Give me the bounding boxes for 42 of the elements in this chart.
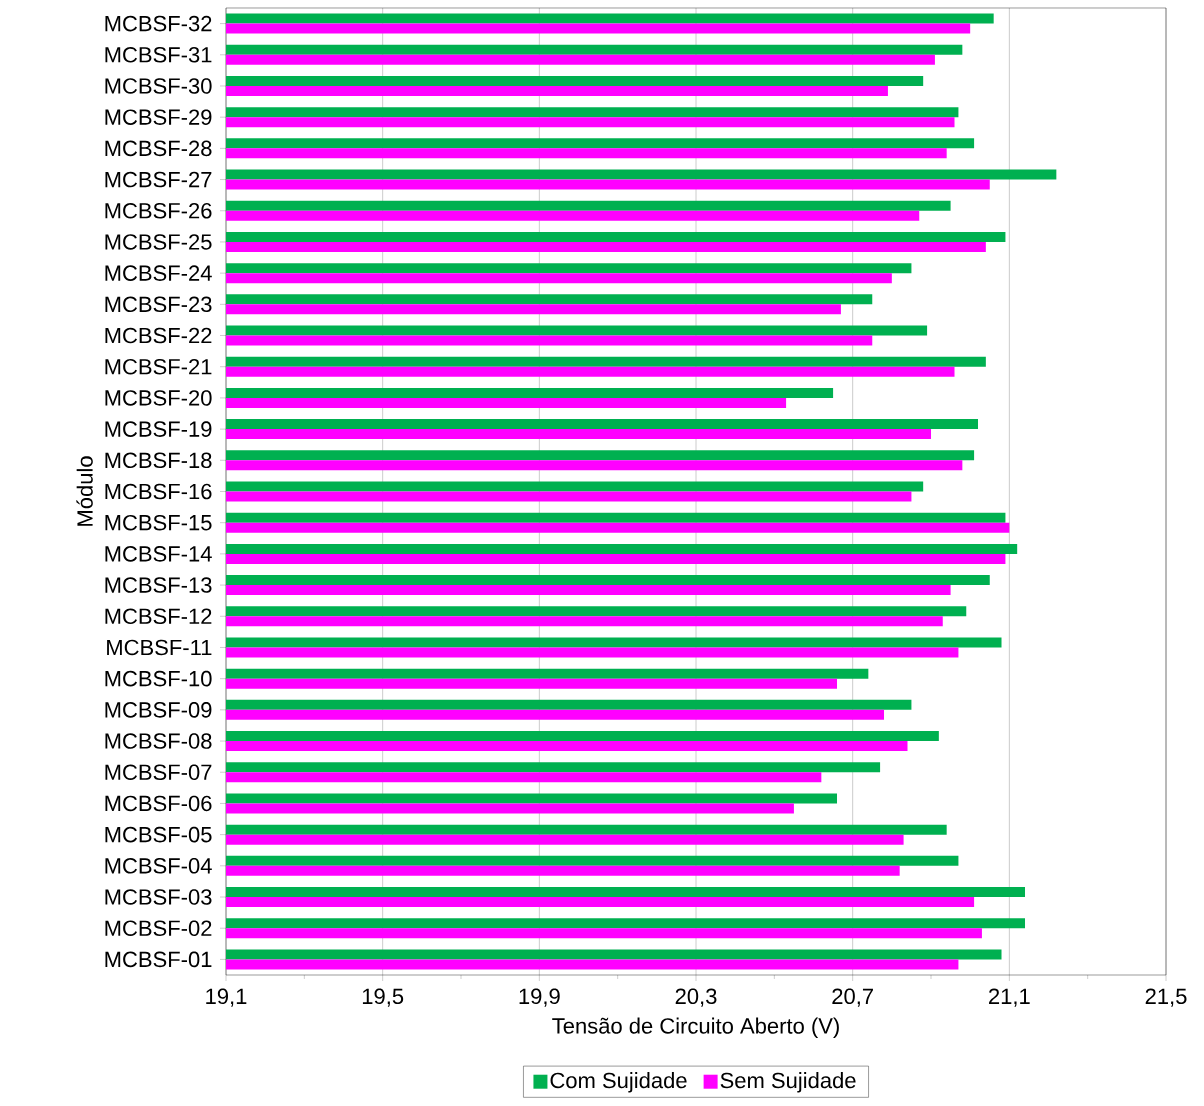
y-tick-label: MCBSF-11 (107, 639, 212, 656)
y-tick-label: MCBSF-30 (105, 78, 212, 94)
y-tick-label: MCBSF-25 (105, 234, 212, 250)
y-tick-label: MCBSF-10 (105, 670, 212, 687)
y-tick-label: MCBSF-29 (105, 109, 212, 125)
y-tick-label: MCBSF-09 (105, 702, 212, 718)
x-tick-label: 19,1 (206, 988, 247, 1007)
y-tick-label: MCBSF-26 (105, 202, 212, 219)
y-tick-label: MCBSF-05 (105, 826, 212, 843)
y-tick-label: MCBSF-13 (105, 577, 212, 593)
y-tick-label: MCBSF-14 (105, 546, 212, 562)
x-tick-label: 20,3 (675, 988, 717, 1007)
y-tick-label: MCBSF-20 (105, 390, 212, 406)
y-tick-label: MCBSF-02 (105, 920, 212, 936)
y-tick-label: MCBSF-18 (105, 452, 212, 469)
y-tick-label: MCBSF-01 (105, 951, 212, 968)
y-tick-label: MCBSF-22 (105, 327, 212, 344)
y-tick-label: MCBSF-32 (105, 15, 212, 32)
y-tick-label: MCBSF-31 (105, 47, 212, 63)
y-tick-label: MCBSF-07 (105, 764, 212, 781)
x-tick-label: 19,9 (519, 988, 560, 1007)
x-tick-label: 20,7 (832, 988, 873, 1007)
y-tick-label: MCBSF-19 (105, 421, 212, 437)
y-tick-label: MCBSF-28 (105, 140, 212, 157)
y-tick-label: MCBSF-23 (105, 296, 212, 313)
y-tick-label: MCBSF-06 (105, 795, 212, 812)
y-tick-label: MCBSF-24 (105, 265, 212, 281)
x-tick-label: 21,1 (989, 988, 1030, 1007)
x-tick-label: 19,5 (362, 988, 404, 1007)
y-axis-title: Módulo (76, 456, 93, 526)
x-tick-label: 21,5 (1145, 988, 1187, 1007)
y-tick-label: MCBSF-04 (105, 858, 212, 874)
y-tick-label: MCBSF-27 (105, 171, 212, 188)
y-tick-label: MCBSF-16 (105, 483, 212, 500)
y-tick-label: MCBSF-03 (105, 889, 212, 905)
legend-label: Com Sujidade (550, 1072, 687, 1093)
legend-label: Sem Sujidade (720, 1072, 856, 1093)
x-axis-title: Tensão de Circuito Aberto (V) (552, 1017, 839, 1039)
y-tick-label: MCBSF-08 (105, 733, 212, 749)
y-tick-label: MCBSF-12 (105, 608, 212, 625)
y-tick-label: MCBSF-21 (105, 358, 212, 375)
y-tick-label: MCBSF-15 (105, 514, 212, 531)
